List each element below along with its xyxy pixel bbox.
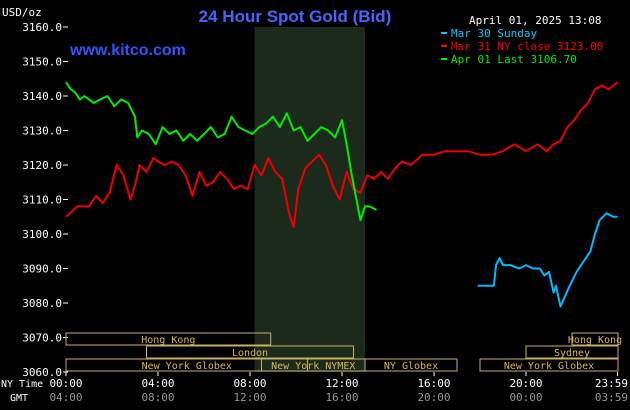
legend-entry: Mar 31 NY close 3123.00 [451, 40, 603, 53]
session-bar [525, 345, 619, 359]
y-tick-label: 3060.0 [22, 366, 62, 379]
y-axis-ticks: 3060.0 3070.0 3080.0 3090.0 3100.0 3110.0 3120… [22, 21, 68, 379]
y-tick-label: 3160.0 [22, 21, 62, 34]
watermark: www.kitco.com [69, 42, 186, 59]
x-row-label-gmt: GMT [10, 393, 28, 404]
legend-entry: Apr 01 Last 3106.70 [451, 53, 577, 66]
session-bar-label: New York NYMEX [271, 361, 355, 372]
session-bar-label: New York Globex [142, 361, 232, 372]
series-lines [65, 81, 619, 308]
y-unit-label: USD/oz [2, 6, 42, 19]
session-bar [571, 332, 619, 346]
x-tick-label-ny: 08:00 [233, 377, 266, 390]
session-bar-label: NY Globex [384, 361, 438, 372]
y-tick-label: 3100.0 [22, 228, 62, 241]
nymex-shaded-region [254, 27, 365, 372]
session-bar-label: London [232, 348, 268, 359]
x-tick-label-gmt: 16:00 [325, 391, 358, 404]
x-tick-label-gmt: 08:00 [141, 391, 174, 404]
y-tick-label: 3070.0 [22, 332, 62, 345]
y-tick-label: 3110.0 [22, 194, 62, 207]
x-tick-label-gmt: 04:00 [49, 391, 82, 404]
x-tick-label-gmt: 20:00 [417, 391, 450, 404]
y-tick-label: 3150.0 [22, 56, 62, 69]
session-bar [364, 358, 458, 372]
series-line-3 [65, 81, 377, 222]
chart-title: 24 Hour Spot Gold (Bid) [199, 7, 392, 26]
x-row-label-ny: NY Time [1, 379, 43, 390]
series-line-2 [65, 81, 619, 229]
session-bar-label: New York Globex [504, 361, 594, 372]
x-axis-ticks: 00:0004:0004:0008:0008:0012:0012:0016:00… [49, 372, 628, 404]
y-tick-label: 3090.0 [22, 263, 62, 276]
session-bar-label: Hong Kong [568, 335, 622, 346]
x-tick-label-ny: 23:59 [595, 377, 628, 390]
session-bar [65, 358, 308, 372]
y-tick-label: 3120.0 [22, 159, 62, 172]
session-bar [479, 358, 619, 372]
x-tick-label-ny: 16:00 [417, 377, 450, 390]
session-bar [65, 332, 272, 346]
y-tick-label: 3140.0 [22, 90, 62, 103]
x-tick-label-gmt: 00:00 [509, 391, 542, 404]
x-tick-label-gmt: 12:00 [233, 391, 266, 404]
timestamp: April 01, 2025 13:08 [469, 14, 601, 27]
legend-entry: Mar 30 Sunday [451, 27, 537, 40]
x-tick-label-ny: 04:00 [141, 377, 174, 390]
x-tick-label-ny: 20:00 [509, 377, 542, 390]
series-line-1 [477, 212, 618, 308]
session-bar-label: Hong Kong [141, 335, 195, 346]
session-bar-label: Sydney [554, 348, 590, 359]
x-tick-label-ny: 00:00 [49, 377, 82, 390]
y-tick-label: 3080.0 [22, 297, 62, 310]
x-tick-label-gmt: 03:59 [595, 391, 628, 404]
session-bar [146, 345, 354, 359]
x-tick-label-ny: 12:00 [325, 377, 358, 390]
y-tick-label: 3130.0 [22, 125, 62, 138]
